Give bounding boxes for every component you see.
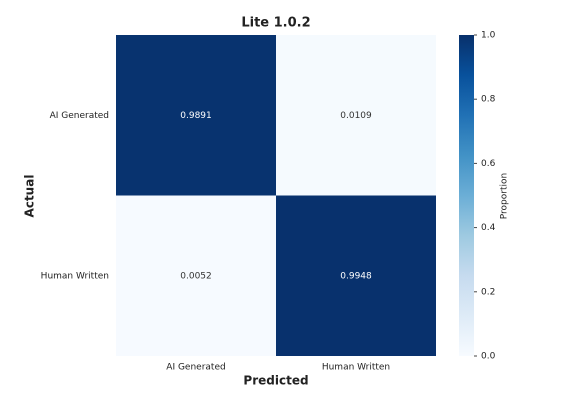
cell-label: 0.0052 bbox=[180, 271, 212, 281]
cell-label: 0.9948 bbox=[340, 271, 372, 281]
colorbar-label: Proportion bbox=[500, 173, 510, 219]
y-tick-label: AI Generated bbox=[50, 111, 109, 121]
cell-label: 0.0109 bbox=[340, 111, 372, 121]
heatmap-cell bbox=[276, 195, 436, 356]
y-axis-label: Actual bbox=[23, 175, 37, 218]
colorbar-tick-label: 0.6 bbox=[481, 159, 496, 169]
colorbar-tick-label: 0.2 bbox=[481, 287, 495, 297]
heatmap-cell bbox=[116, 35, 276, 196]
chart-title: Lite 1.0.2 bbox=[241, 16, 310, 31]
cell-label: 0.9891 bbox=[180, 111, 212, 121]
colorbar-tick-label: 0.4 bbox=[481, 223, 496, 233]
colorbar-tick-label: 0.0 bbox=[481, 352, 496, 362]
colorbar bbox=[459, 35, 474, 356]
heatmap-cell bbox=[116, 195, 276, 356]
colorbar-tick-label: 1.0 bbox=[481, 31, 496, 41]
colorbar-tick-label: 0.8 bbox=[481, 95, 496, 105]
y-tick-label: Human Written bbox=[41, 271, 109, 281]
heatmap-cell bbox=[276, 35, 436, 196]
x-axis-label: Predicted bbox=[243, 374, 308, 388]
x-tick-label: Human Written bbox=[322, 363, 390, 373]
x-tick-label: AI Generated bbox=[166, 363, 225, 373]
